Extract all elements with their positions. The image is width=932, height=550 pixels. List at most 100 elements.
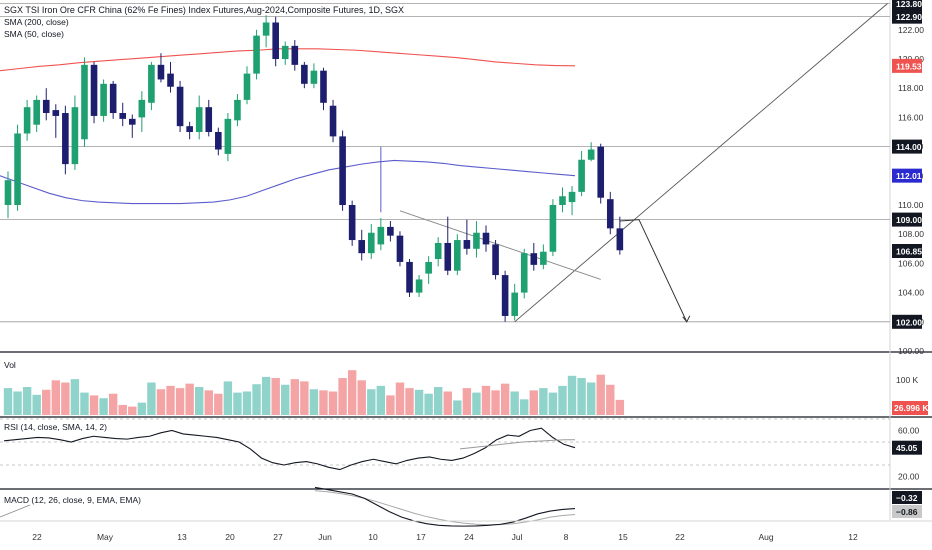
candle-body: [387, 226, 394, 236]
rsi-pane: [0, 418, 890, 471]
rsi-badge-label: 45.05: [896, 443, 918, 453]
time-tick-label: 27: [273, 532, 283, 542]
time-tick-label: 17: [416, 532, 426, 542]
price-badge-label: 119.53: [896, 61, 922, 71]
candle-body: [90, 64, 98, 116]
candle-body: [559, 196, 566, 205]
volume-bar: [89, 395, 99, 415]
volume-bar: [137, 402, 147, 415]
volume-bar: [472, 392, 481, 415]
volume-bar: [539, 388, 548, 415]
price-tick-label: 100.00: [898, 346, 924, 356]
volume-bar: [108, 393, 118, 415]
candle-body: [434, 242, 442, 260]
volume-bar: [577, 378, 586, 415]
candle-body: [396, 235, 404, 262]
volume-bar: [61, 382, 70, 415]
candle-body: [262, 22, 270, 36]
candle-body: [14, 133, 21, 205]
volume-bar: [147, 382, 156, 415]
ascending-trendline: [514, 3, 888, 323]
price-tick-label: 118.00: [898, 83, 924, 93]
time-tick-label: 20: [225, 532, 235, 542]
volume-bar: [567, 375, 577, 415]
candle-body: [119, 113, 127, 119]
volume-bar: [395, 382, 405, 415]
price-badge: [892, 168, 922, 183]
volume-label: Vol: [4, 360, 16, 370]
candle-body: [4, 180, 12, 205]
volume-bar: [281, 384, 290, 415]
time-tick-label: May: [97, 532, 114, 542]
volume-bar: [42, 389, 51, 415]
volume-bar: [214, 393, 223, 415]
volume-bar: [405, 388, 414, 415]
volume-bar: [586, 382, 596, 415]
rsi-badge: [892, 440, 922, 455]
candle-body: [195, 107, 203, 132]
candle-body: [301, 64, 308, 84]
candle-body: [291, 45, 299, 65]
volume-bar: [357, 380, 366, 415]
candle-body: [511, 292, 518, 316]
volume-bar: [558, 385, 567, 415]
volume-bar: [51, 380, 60, 415]
chart-title: SGX TSI Iron Ore CFR China (62% Fe Fines…: [4, 5, 404, 15]
volume-bar: [195, 387, 204, 415]
volume-badge: [892, 401, 928, 415]
sma50-legend: SMA (50, close): [4, 29, 64, 39]
price-badge: [892, 212, 922, 227]
candle-body: [138, 99, 146, 118]
price-badge-label: 109.00: [896, 215, 922, 225]
volume-bar: [319, 390, 328, 415]
candle-body: [329, 105, 337, 137]
price-tick-label: 104.00: [898, 288, 924, 298]
volume-bar: [481, 385, 491, 415]
sma200-legend: SMA (200, close): [4, 17, 69, 27]
candle-body: [616, 228, 624, 251]
time-tick-label: 22: [32, 532, 42, 542]
volume-bar: [175, 388, 185, 415]
volume-bar: [242, 391, 252, 415]
time-tick-label: 8: [564, 532, 569, 542]
candle-body: [425, 261, 432, 274]
candle-body: [568, 191, 576, 203]
time-tick-label: Jun: [318, 532, 332, 542]
candle-body: [377, 226, 385, 245]
volume-bar: [204, 390, 213, 415]
volume-bar: [367, 389, 376, 415]
volume-bar: [529, 390, 538, 415]
projection-arrowhead: [682, 315, 691, 323]
volume-bar: [443, 391, 452, 415]
macd-signal-badge: [892, 505, 922, 518]
time-axis[interactable]: 22 May 13 20 27 Jun 10 17 24 Jul 8 15 22 Aug 12: [0, 520, 932, 542]
macd-badge: [892, 491, 922, 504]
volume-bar: [453, 400, 462, 415]
candle-body: [482, 232, 490, 245]
price-axis[interactable]: 122.00120.00118.00116.00114.00112.00110.…: [892, 0, 929, 518]
horizontal-levels: [0, 3, 890, 323]
volume-bar: [223, 381, 233, 415]
price-badge: [892, 243, 922, 258]
volume-bar: [290, 379, 299, 415]
volume-bar: [434, 387, 443, 415]
volume-bar: [309, 389, 319, 415]
candle-body: [549, 205, 557, 252]
volume-bar: [118, 404, 127, 415]
price-badge-label: 114.00: [896, 142, 922, 152]
price-tick-label: 108.00: [898, 229, 924, 239]
time-tick-label: Jul: [512, 532, 523, 542]
price-badge: [892, 139, 922, 154]
trend-drawings[interactable]: [380, 3, 888, 323]
price-badge: [892, 9, 922, 24]
rsi-line: [3, 427, 576, 471]
time-tick-label: 15: [618, 532, 628, 542]
candle-body: [148, 64, 155, 103]
price-badge: [892, 58, 922, 73]
time-tick-label: Aug: [758, 532, 773, 542]
volume-bar: [271, 378, 280, 415]
macd-signal-line: [314, 490, 576, 526]
volume-bar: [606, 384, 615, 415]
descending-trendline: [399, 210, 601, 280]
